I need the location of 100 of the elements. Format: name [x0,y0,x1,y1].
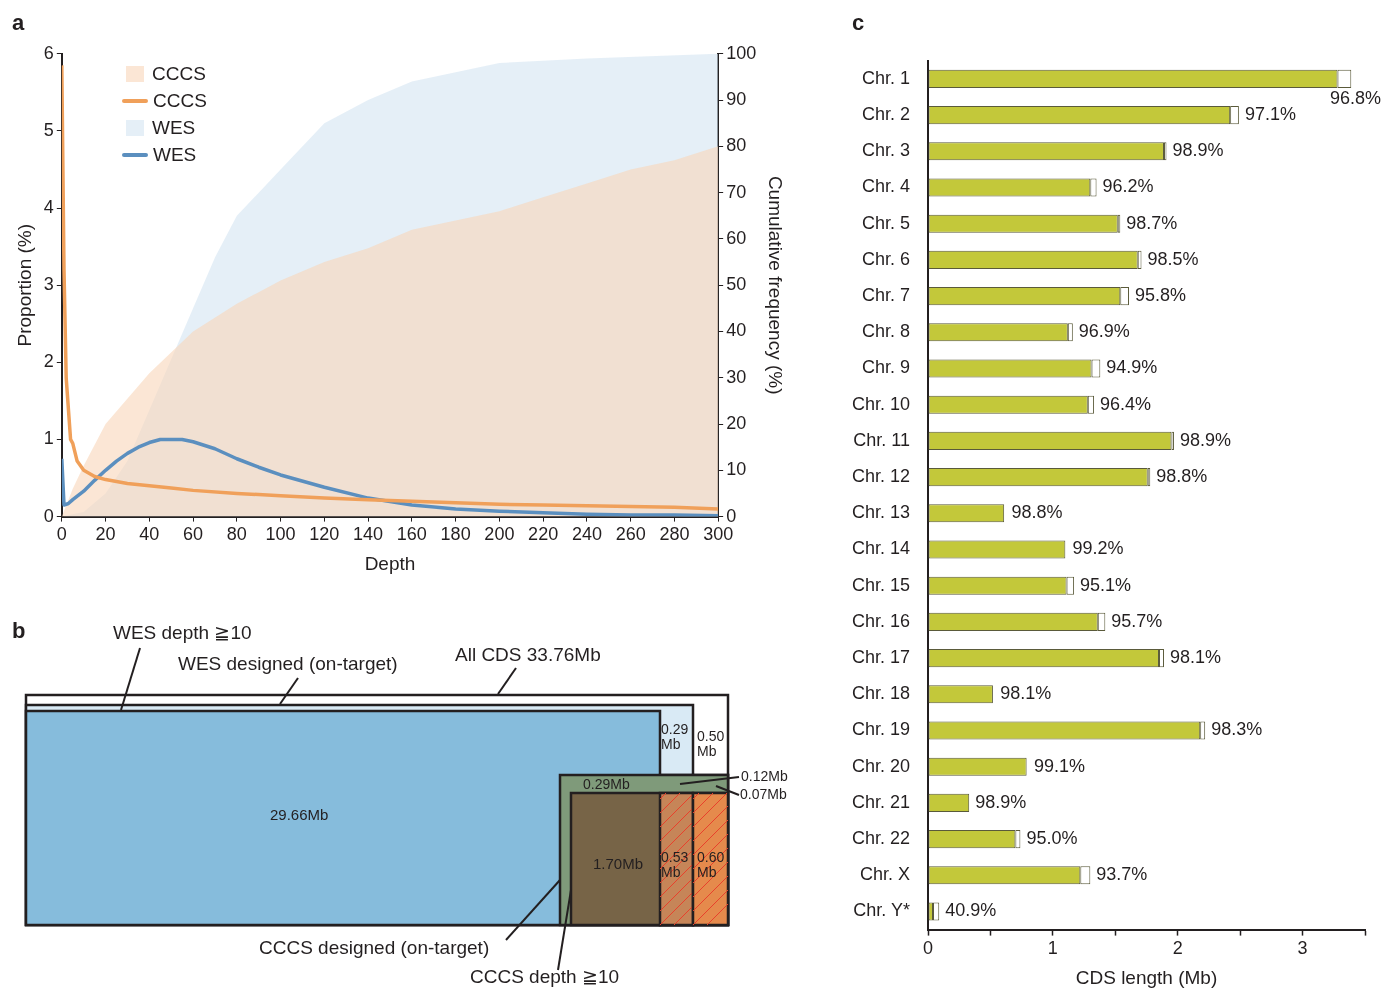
x-tick-label: 100 [265,524,296,545]
x-tick-label: 220 [528,524,559,545]
annotation: 98.8% [1156,466,1208,487]
text: All CDS 33.76Mb [455,644,601,666]
y-tick-label: Chr. 22 [851,828,910,849]
y-tick-label: Chr. 1 [861,67,910,88]
x-tick-label: 160 [396,524,427,545]
y-tick-label: Chr. 16 [851,610,910,631]
y-tick-label: 6 [43,42,54,63]
y-tick-label: 0 [43,505,54,526]
x-tick-label: 260 [615,524,646,545]
text: CCCS depth ≧10 [470,966,620,988]
y2-tick-label: 0 [726,505,737,526]
y-tick-label: Chr. 20 [851,755,910,776]
x-tick-label: 0 [922,938,934,959]
annotation: 40.9% [945,900,997,921]
y-tick-label: Chr. 21 [851,791,910,812]
x-tick-label: 2 [1172,938,1183,959]
x-tick-label: 0 [56,524,67,545]
y-tick-label: Chr. 10 [851,393,910,414]
y2-tick-label: 80 [726,135,747,156]
x-tick-label: 180 [440,524,471,545]
y-tick-label: 1 [43,428,54,449]
y-tick-label: Chr. 7 [861,285,910,306]
annotation: 98.9% [1179,429,1232,450]
y2-tick-label: 60 [726,227,747,248]
x-tick-label: 120 [309,524,340,545]
y-tick-label: Chr. 15 [851,574,910,595]
text: WES designed (on-target) [178,653,398,675]
y-tick-label: Chr. 11 [853,429,910,450]
x-tick-label: 20 [95,524,116,545]
y-tick-label: Chr. 13 [851,502,910,523]
chart-title: a [12,10,25,36]
x-tick-label: 140 [353,524,384,545]
text: CCCS designed (on-target) [259,937,490,959]
x-tick-label: 60 [183,524,204,545]
y-axis-title: Proportion (%) [13,223,35,347]
x-tick-label: 40 [139,524,160,545]
y2-axis-title: Cumulative frequency (%) [765,175,787,395]
y2-tick-label: 90 [726,89,747,110]
text: 1.70Mb [593,855,644,873]
text: 0.53 Mb [661,849,691,881]
legend-label: WES [152,116,196,139]
y2-tick-label: 50 [726,274,747,295]
annotation: 98.3% [1211,719,1263,740]
text: 0.50 Mb [697,728,726,760]
y-tick-label: Chr. Y* [853,900,910,921]
y-tick-label: Chr. 3 [861,140,910,161]
y-tick-label: Chr. 19 [851,719,910,740]
annotation: 93.7% [1096,864,1148,885]
x-axis-title: CDS length (Mb) [1075,966,1218,988]
annotation: 95.8% [1135,285,1187,306]
y-tick-label: Chr. 4 [861,176,910,197]
annotation: 98.7% [1126,212,1178,233]
y2-tick-label: 30 [726,366,747,387]
annotation: 95.0% [1026,828,1078,849]
annotation: 98.8% [1011,502,1063,523]
text: 0.29 Mb [661,721,690,753]
text: 0.29Mb [583,776,630,793]
y-tick-label: 2 [43,351,54,372]
legend-label: WES [153,143,197,166]
annotation: 96.4% [1100,393,1152,414]
text: WES depth ≧10 [113,622,252,644]
y2-tick-label: 100 [726,42,757,63]
y-tick-label: Chr. 8 [861,321,910,342]
y-tick-label: Chr. 2 [861,104,910,125]
x-tick-label: 280 [659,524,690,545]
x-tick-label: 1 [1047,938,1058,959]
annotation: 99.2% [1072,538,1124,559]
x-tick-label: 240 [571,524,602,545]
annotation: 96.9% [1078,321,1130,342]
legend-label: CCCS [152,62,206,85]
y-tick-label: 4 [43,197,54,218]
chart-title: c [852,10,865,36]
y-tick-label: 3 [43,274,54,295]
x-axis-title: Depth [364,552,416,574]
annotation: 97.1% [1244,104,1296,125]
y2-tick-label: 40 [726,320,747,341]
y-tick-label: Chr. 14 [851,538,910,559]
annotation: 95.7% [1111,610,1163,631]
annotation: 95.1% [1080,574,1132,595]
annotation: 96.8% [1329,87,1381,108]
annotation: 98.1% [1000,683,1052,704]
annotation: 96.2% [1102,176,1154,197]
y-tick-label: Chr. 12 [851,466,910,487]
x-tick-label: 300 [703,524,734,545]
y2-tick-label: 70 [726,181,747,202]
text: b [12,618,26,644]
annotation: 94.9% [1106,357,1158,378]
y-tick-label: Chr. X [859,864,910,885]
annotation: 98.9% [975,791,1027,812]
y-tick-label: Chr. 6 [861,248,910,269]
legend-label: CCCS [153,89,207,112]
y-tick-label: Chr. 18 [851,683,910,704]
y-tick-label: Chr. 9 [861,357,910,378]
annotation: 98.1% [1169,647,1222,668]
y2-tick-label: 10 [726,459,747,480]
x-tick-label: 200 [484,524,515,545]
x-tick-label: 80 [226,524,247,545]
annotation: 99.1% [1033,755,1085,776]
